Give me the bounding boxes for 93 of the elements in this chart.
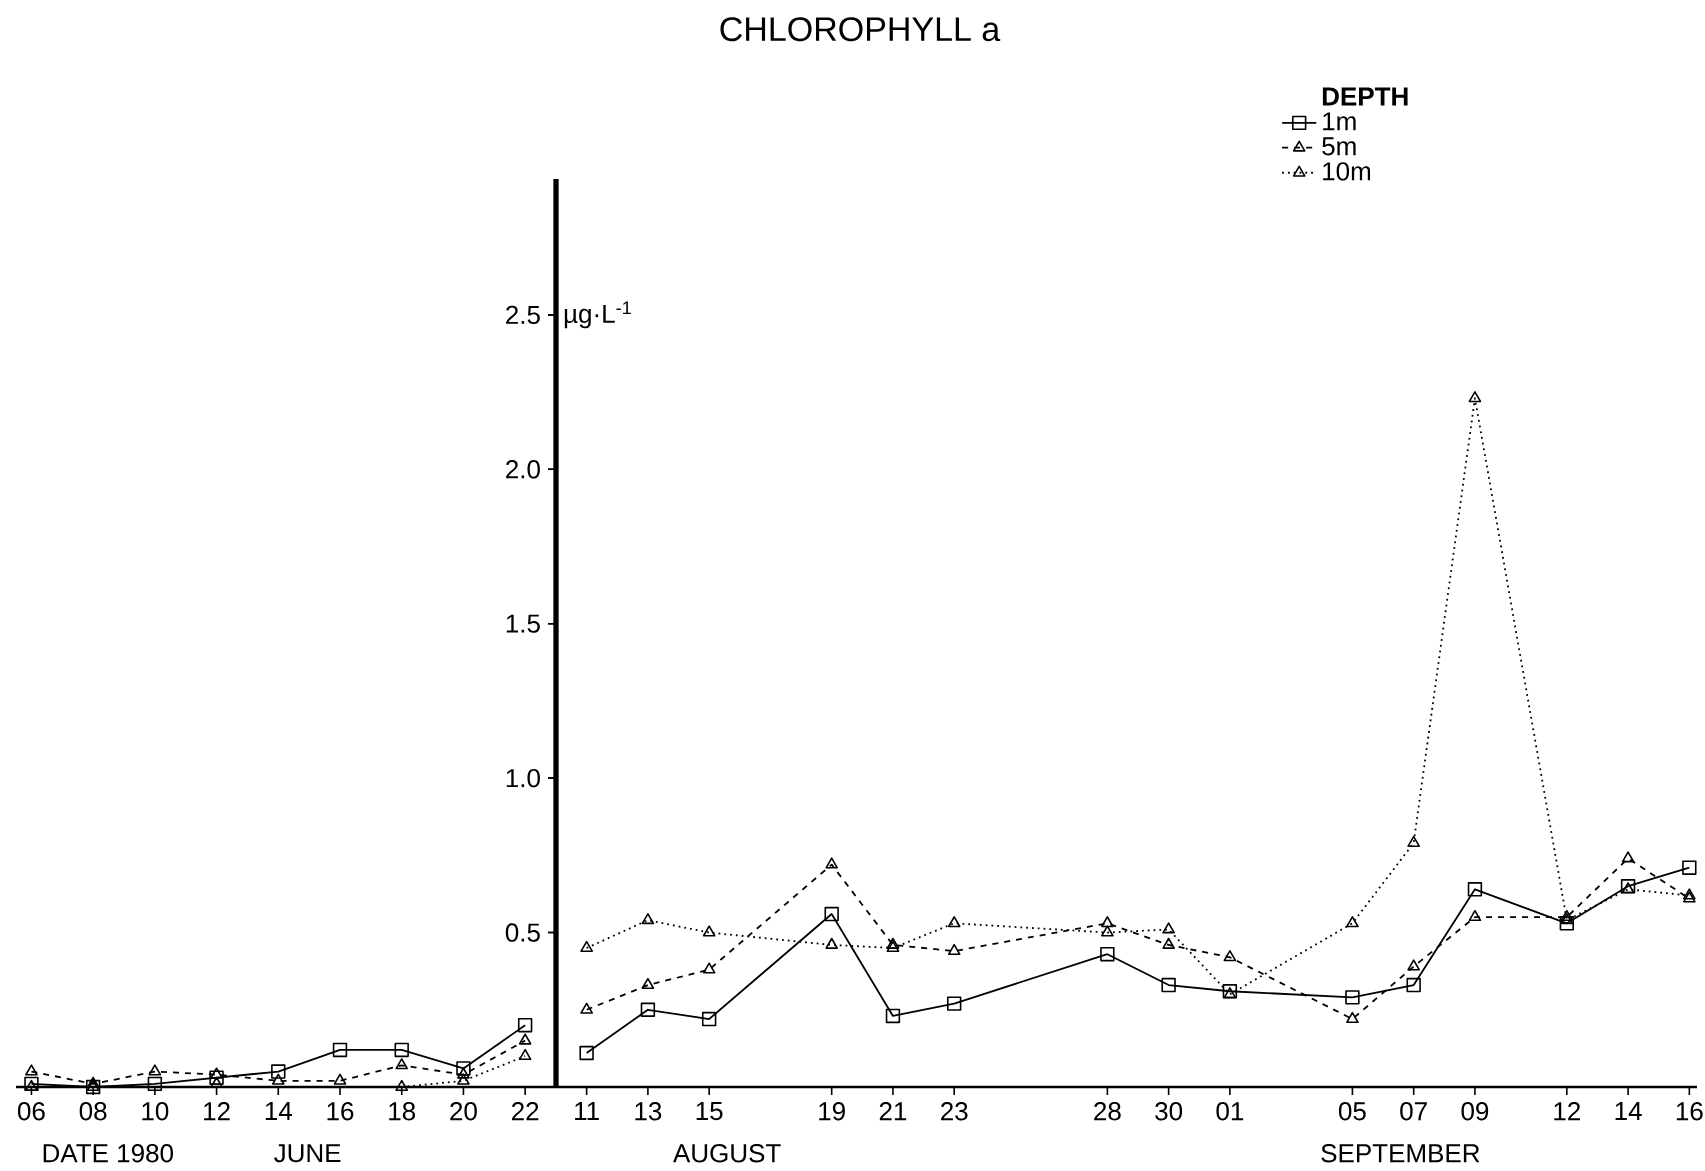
point xyxy=(1346,916,1359,928)
point xyxy=(825,857,839,869)
point xyxy=(1468,391,1482,403)
x-tick-label: 23 xyxy=(941,1102,968,1121)
x-tick-label: 08 xyxy=(79,1102,107,1121)
x-tick-label: 16 xyxy=(1676,1102,1703,1121)
point xyxy=(395,1058,409,1070)
point xyxy=(1682,860,1697,875)
x-tick-label: 12 xyxy=(204,1102,230,1121)
x-tick-label: 11 xyxy=(575,1102,599,1120)
point xyxy=(1621,851,1635,863)
x-tick-label: 14 xyxy=(265,1102,292,1120)
point xyxy=(824,906,839,922)
x-tick-label: 05 xyxy=(1338,1102,1366,1121)
x-tick-label: 21 xyxy=(879,1102,907,1121)
point xyxy=(1162,922,1175,934)
x-tick-label: 06 xyxy=(17,1102,45,1121)
legend-label: 5m xyxy=(1322,137,1356,156)
x-tick-label: 07 xyxy=(1400,1102,1427,1121)
point xyxy=(148,1064,162,1076)
x-tick-label: 22 xyxy=(512,1102,539,1121)
point xyxy=(394,1042,409,1058)
y-axis-title: µg·L$^{-1}$ xyxy=(564,301,631,329)
point xyxy=(25,1064,38,1076)
point xyxy=(457,1067,470,1079)
point xyxy=(1468,909,1482,922)
y-tick-label: 1.5 xyxy=(506,614,540,633)
text: DATE 1980 xyxy=(43,1144,174,1163)
x-tick-label: 14 xyxy=(1615,1102,1642,1120)
point xyxy=(210,1067,223,1079)
point xyxy=(518,1048,532,1061)
point xyxy=(1100,946,1115,962)
point xyxy=(209,1070,224,1085)
point xyxy=(1162,937,1175,949)
y-tick-label: 2.5 xyxy=(506,305,540,325)
point xyxy=(702,962,716,974)
point xyxy=(1345,990,1360,1005)
point xyxy=(947,996,962,1011)
x-tick-label: 10 xyxy=(142,1102,169,1121)
point xyxy=(1161,977,1176,993)
x-tick-label: 30 xyxy=(1155,1102,1183,1121)
y-tick-label: 1.0 xyxy=(506,768,540,788)
point xyxy=(701,1011,717,1027)
point xyxy=(1560,913,1574,925)
point xyxy=(640,1002,656,1017)
point xyxy=(518,1033,532,1045)
point xyxy=(395,1079,409,1091)
x-tick-label: 09 xyxy=(1461,1102,1489,1121)
point xyxy=(580,940,593,952)
x-tick-label: 01 xyxy=(1216,1102,1244,1121)
x-tick-label: 28 xyxy=(1094,1102,1121,1121)
x-tick-label: 13 xyxy=(635,1102,662,1121)
point xyxy=(333,1073,347,1085)
point xyxy=(825,937,839,949)
point xyxy=(641,913,655,925)
point xyxy=(517,1018,533,1033)
point xyxy=(1101,925,1114,937)
legend-label: 1m xyxy=(1323,112,1356,131)
point xyxy=(947,943,961,956)
x-tick-label: 18 xyxy=(389,1102,416,1121)
point xyxy=(1467,882,1483,897)
y-tick-label: 2.0 xyxy=(506,460,540,479)
point xyxy=(1407,959,1421,971)
y-tick-label: 0.5 xyxy=(505,923,540,942)
text: AUGUST xyxy=(673,1144,781,1163)
point xyxy=(579,1045,594,1061)
point xyxy=(702,925,716,937)
chart-title: CHLOROPHYLL a xyxy=(720,17,1001,42)
point xyxy=(271,1064,286,1079)
point xyxy=(1101,916,1114,928)
legend-label: 10m xyxy=(1323,162,1371,181)
point xyxy=(1346,1011,1359,1024)
point xyxy=(641,977,655,990)
x-tick-label: 16 xyxy=(327,1102,354,1121)
point xyxy=(456,1061,471,1076)
x-axis-title: JUNE xyxy=(274,1144,341,1163)
legend-title: DEPTH xyxy=(1322,87,1408,106)
point xyxy=(1407,835,1421,847)
point xyxy=(147,1076,163,1092)
point xyxy=(1223,950,1237,962)
point xyxy=(885,1008,901,1024)
point xyxy=(1406,977,1421,993)
x-tick-label: 19 xyxy=(819,1102,845,1121)
point xyxy=(1560,909,1574,922)
point xyxy=(457,1073,470,1085)
text: SEPTEMBER xyxy=(1321,1144,1480,1163)
point xyxy=(271,1073,285,1085)
point xyxy=(947,916,961,928)
point xyxy=(332,1042,348,1058)
x-tick-label: 12 xyxy=(1554,1102,1580,1121)
point xyxy=(580,1002,593,1014)
x-tick-label: 15 xyxy=(696,1102,723,1121)
x-tick-label: 20 xyxy=(450,1102,477,1121)
